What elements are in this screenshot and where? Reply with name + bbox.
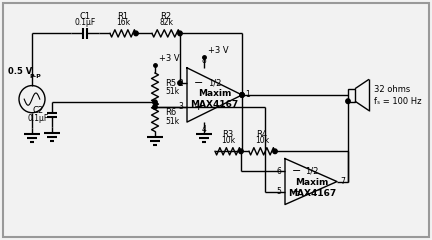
Circle shape xyxy=(239,149,243,154)
Text: 6: 6 xyxy=(276,167,281,176)
Text: C1: C1 xyxy=(79,12,91,21)
Text: 1/2: 1/2 xyxy=(305,167,319,176)
Text: 32 ohms: 32 ohms xyxy=(374,85,410,94)
Text: 8: 8 xyxy=(202,56,206,65)
Text: +3 V: +3 V xyxy=(208,46,229,55)
Text: 0.5 V: 0.5 V xyxy=(8,67,32,77)
Text: 51k: 51k xyxy=(165,87,179,96)
Text: +: + xyxy=(194,102,203,112)
Circle shape xyxy=(153,100,157,105)
Text: R6: R6 xyxy=(165,108,176,117)
Circle shape xyxy=(240,93,244,97)
Text: 16k: 16k xyxy=(116,18,130,27)
Text: Maxim: Maxim xyxy=(198,89,231,98)
Circle shape xyxy=(240,93,244,97)
Text: MAX4167: MAX4167 xyxy=(191,100,238,109)
Text: 5: 5 xyxy=(276,187,281,196)
Text: Maxim: Maxim xyxy=(295,178,329,187)
Text: +3 V: +3 V xyxy=(159,54,180,63)
Text: R4: R4 xyxy=(257,130,267,139)
Text: R2: R2 xyxy=(160,12,172,21)
Circle shape xyxy=(273,149,277,154)
Text: R3: R3 xyxy=(222,130,234,139)
Text: P-P: P-P xyxy=(29,74,41,79)
Text: fₛ = 100 Hz: fₛ = 100 Hz xyxy=(374,97,422,106)
Bar xyxy=(348,89,355,102)
Text: 2: 2 xyxy=(178,78,183,88)
Circle shape xyxy=(346,99,350,103)
Text: −: − xyxy=(292,167,302,176)
Text: 1: 1 xyxy=(245,90,250,99)
Text: 4: 4 xyxy=(202,125,206,134)
Circle shape xyxy=(178,31,182,36)
Text: 10k: 10k xyxy=(255,136,269,145)
Text: 1/2: 1/2 xyxy=(208,78,221,88)
Text: C2: C2 xyxy=(32,106,44,115)
Text: R5: R5 xyxy=(165,79,176,88)
Text: 10k: 10k xyxy=(221,136,235,145)
Text: −: − xyxy=(194,78,203,88)
Circle shape xyxy=(134,31,138,36)
Circle shape xyxy=(178,81,182,85)
Text: 0.1μF: 0.1μF xyxy=(27,114,49,123)
Text: R1: R1 xyxy=(118,12,129,21)
Text: +: + xyxy=(292,187,302,197)
Text: 3: 3 xyxy=(178,102,183,111)
Circle shape xyxy=(153,105,157,109)
Text: MAX4167: MAX4167 xyxy=(288,189,336,198)
Text: 51k: 51k xyxy=(165,117,179,126)
Text: 0.1μF: 0.1μF xyxy=(74,18,95,27)
Text: 7: 7 xyxy=(340,177,345,186)
Text: 82k: 82k xyxy=(159,18,173,27)
